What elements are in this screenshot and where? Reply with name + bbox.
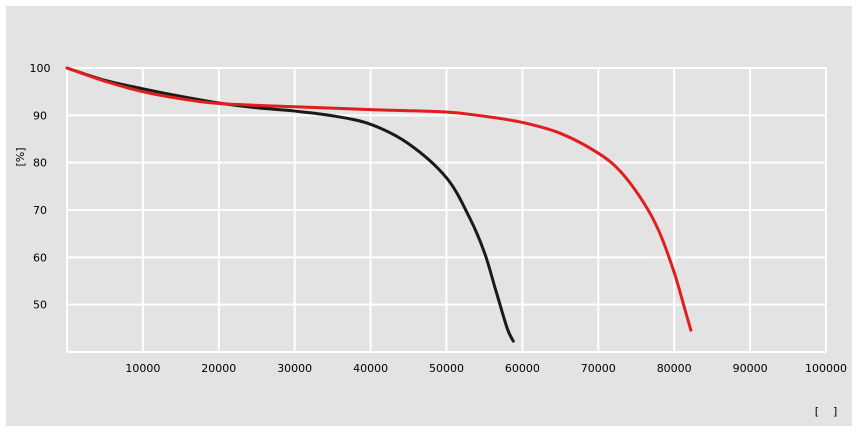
y-tick-label: 70 (33, 204, 47, 217)
x-axis-label: [ ] (815, 405, 838, 418)
x-tick-label: 50000 (429, 362, 464, 375)
x-tick-label: 90000 (733, 362, 768, 375)
chart-grid (66, 67, 827, 353)
y-tick-label: 80 (33, 157, 47, 170)
x-tick-label: 100000 (805, 362, 847, 375)
x-tick-label: 60000 (505, 362, 540, 375)
y-axis-ticks: 100 90 80 70 60 50 (30, 62, 51, 312)
chart-background (6, 6, 852, 426)
chart-series (65, 66, 693, 343)
y-tick-label: 90 (33, 109, 47, 122)
x-tick-label: 10000 (125, 362, 160, 375)
x-tick-label: 80000 (657, 362, 692, 375)
y-tick-label: 100 (30, 62, 51, 75)
x-tick-label: 20000 (201, 362, 236, 375)
y-tick-label: 60 (33, 251, 47, 264)
y-axis-label: [%] (14, 147, 27, 166)
y-tick-label: 50 (33, 299, 47, 312)
x-tick-label: 70000 (581, 362, 616, 375)
series-line-1 (65, 66, 693, 332)
x-tick-label: 40000 (353, 362, 388, 375)
x-axis-ticks: 10000 20000 30000 40000 50000 60000 70000 80000… (125, 362, 847, 375)
x-tick-label: 30000 (277, 362, 312, 375)
series-line-0 (65, 66, 515, 343)
